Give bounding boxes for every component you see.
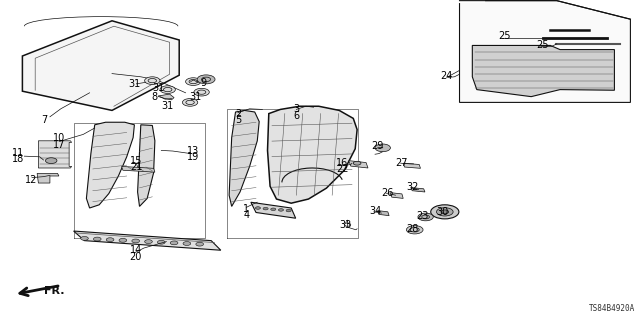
Text: 34: 34 — [369, 206, 381, 216]
Polygon shape — [472, 45, 614, 97]
Text: 22: 22 — [336, 164, 349, 174]
Text: 5: 5 — [235, 115, 241, 125]
Circle shape — [375, 144, 390, 152]
Text: 15: 15 — [130, 156, 143, 166]
Text: 10: 10 — [53, 133, 66, 143]
Polygon shape — [74, 231, 221, 250]
Polygon shape — [229, 110, 259, 206]
Polygon shape — [378, 211, 389, 216]
Text: 31: 31 — [152, 83, 165, 93]
Text: FR.: FR. — [44, 286, 64, 296]
Circle shape — [431, 205, 459, 219]
Polygon shape — [411, 188, 425, 192]
Circle shape — [286, 209, 291, 212]
Polygon shape — [138, 125, 155, 206]
Circle shape — [271, 208, 276, 211]
Text: 4: 4 — [243, 210, 250, 220]
Text: 16: 16 — [336, 157, 349, 168]
Polygon shape — [349, 161, 368, 168]
Text: 6: 6 — [293, 111, 300, 121]
Circle shape — [418, 213, 433, 221]
Circle shape — [194, 88, 209, 96]
Text: 25: 25 — [536, 40, 549, 51]
Polygon shape — [403, 163, 420, 168]
Circle shape — [119, 238, 127, 242]
Circle shape — [106, 238, 114, 242]
Text: 12: 12 — [24, 175, 37, 185]
Circle shape — [255, 207, 260, 209]
Text: 29: 29 — [371, 140, 384, 151]
Circle shape — [132, 239, 140, 243]
Text: 8: 8 — [152, 92, 158, 102]
Text: 20: 20 — [129, 252, 142, 262]
Circle shape — [170, 241, 178, 245]
Text: 25: 25 — [498, 31, 511, 41]
Circle shape — [157, 240, 165, 244]
Text: 27: 27 — [396, 157, 408, 168]
Text: 21: 21 — [130, 162, 143, 172]
Circle shape — [196, 242, 204, 246]
Polygon shape — [251, 202, 296, 218]
Text: 19: 19 — [187, 152, 200, 163]
Text: TS84B4920A: TS84B4920A — [589, 304, 635, 313]
Polygon shape — [38, 141, 72, 168]
Polygon shape — [460, 1, 630, 102]
Circle shape — [145, 240, 152, 244]
Circle shape — [186, 78, 201, 85]
Text: 2: 2 — [235, 108, 241, 119]
Text: 32: 32 — [406, 182, 419, 192]
Text: 17: 17 — [53, 140, 66, 150]
Polygon shape — [268, 106, 357, 203]
Text: 14: 14 — [129, 245, 142, 255]
Text: 11: 11 — [12, 148, 24, 158]
Text: 23: 23 — [416, 211, 429, 221]
Text: 24: 24 — [440, 71, 452, 81]
Text: 7: 7 — [42, 115, 48, 125]
Circle shape — [406, 226, 423, 234]
Polygon shape — [86, 122, 134, 208]
Circle shape — [160, 86, 175, 93]
Text: 28: 28 — [406, 224, 419, 234]
Circle shape — [263, 207, 268, 210]
Text: 18: 18 — [12, 154, 24, 164]
Text: 9: 9 — [200, 77, 207, 88]
Circle shape — [436, 208, 453, 216]
Circle shape — [145, 77, 160, 84]
Circle shape — [182, 99, 198, 106]
Text: 31: 31 — [161, 101, 174, 111]
Polygon shape — [122, 166, 155, 172]
Text: 31: 31 — [189, 92, 202, 102]
Polygon shape — [390, 193, 403, 198]
Text: 26: 26 — [381, 188, 394, 198]
Text: 33: 33 — [339, 220, 352, 230]
Text: 1: 1 — [243, 204, 250, 214]
Polygon shape — [22, 21, 179, 110]
Circle shape — [441, 210, 449, 214]
Circle shape — [183, 242, 191, 245]
Circle shape — [81, 236, 88, 240]
Text: 13: 13 — [187, 146, 200, 156]
Circle shape — [93, 237, 101, 241]
Circle shape — [353, 161, 361, 165]
Polygon shape — [158, 94, 174, 100]
Circle shape — [278, 209, 284, 211]
Polygon shape — [37, 173, 59, 183]
Circle shape — [45, 158, 57, 164]
Text: 3: 3 — [293, 104, 300, 115]
Text: 30: 30 — [436, 207, 449, 217]
Text: 31: 31 — [128, 79, 141, 89]
Circle shape — [197, 75, 215, 84]
